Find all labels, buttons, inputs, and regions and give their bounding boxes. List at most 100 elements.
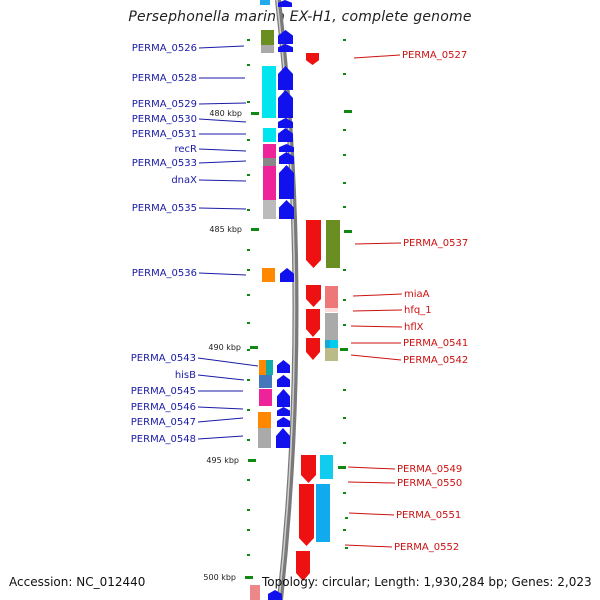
forward-gene-arrow (278, 90, 293, 118)
gene-label-right: miaA (404, 289, 430, 300)
label-leaders (197, 45, 403, 548)
major-tick (344, 230, 352, 233)
label-leader-left (198, 179, 247, 182)
gene-label-left: PERMA_0545 (131, 386, 196, 397)
label-leader-left (197, 406, 244, 410)
label-leader-right (350, 325, 403, 328)
label-leader-left (197, 357, 259, 367)
minor-tick (343, 417, 346, 419)
gene-label-left: PERMA_0543 (131, 353, 196, 364)
product-box (325, 340, 330, 348)
minor-tick (345, 547, 348, 549)
gene-label-left: dnaX (171, 175, 197, 186)
minor-tick (247, 249, 250, 251)
map-title: Persephonella marina EX-H1, complete gen… (128, 9, 472, 25)
product-box (259, 375, 272, 388)
label-leader-right (354, 242, 402, 245)
minor-tick (247, 409, 250, 411)
product-box (262, 66, 276, 126)
tick-label: 500 kbp (203, 573, 236, 582)
forward-gene-arrow (277, 389, 290, 407)
minor-tick (343, 154, 346, 156)
product-box (263, 158, 276, 166)
tick-label: 480 kbp (209, 109, 242, 118)
forward-gene-arrow (277, 375, 290, 387)
forward-gene-arrow (277, 417, 290, 427)
forward-gene-arrow (279, 200, 294, 219)
forward-gene-arrow (278, 66, 293, 90)
gene-label-right: hflX (404, 322, 424, 333)
gene-label-right: PERMA_0542 (403, 355, 468, 366)
label-leader-left (198, 272, 247, 276)
forward-gene-arrow (279, 165, 294, 199)
product-box (258, 412, 271, 428)
minor-tick (247, 139, 250, 141)
forward-gene-arrow (278, 44, 293, 52)
major-tick (245, 576, 253, 579)
product-box (260, 0, 270, 5)
minor-tick (343, 389, 346, 391)
minor-tick (343, 529, 346, 531)
label-leader-left (197, 435, 244, 440)
gene-label-left: hisB (175, 370, 196, 381)
minor-tick (343, 324, 346, 326)
minor-ticks (247, 39, 348, 556)
gene-label-left: PERMA_0536 (132, 268, 197, 279)
gene-label-left: PERMA_0529 (132, 99, 197, 110)
forward-gene-arrow (277, 360, 290, 373)
reverse-gene-arrow (301, 455, 316, 483)
gene-label-left: PERMA_0546 (131, 402, 196, 413)
label-leader-right (352, 293, 403, 297)
minor-tick (345, 517, 348, 519)
forward-gene-arrow (278, 30, 293, 44)
major-tick (251, 112, 259, 115)
major-tick (338, 466, 346, 469)
label-leader-right (347, 481, 396, 484)
minor-tick (247, 39, 250, 41)
label-leader-left (198, 102, 247, 105)
minor-tick (247, 479, 250, 481)
label-leader-right (352, 309, 403, 312)
minor-tick (343, 129, 346, 131)
minor-tick (343, 73, 346, 75)
reverse-gene-arrow (306, 220, 321, 268)
gene-label-right: PERMA_0552 (394, 542, 459, 553)
gene-label-left: PERMA_0528 (132, 73, 197, 84)
forward-gene-arrow (279, 144, 294, 152)
label-leader-right (347, 466, 396, 470)
minor-tick (343, 206, 346, 208)
label-leader-left (198, 118, 247, 123)
major-tick (250, 346, 258, 349)
label-leader-right (350, 354, 402, 361)
product-box (320, 455, 333, 479)
label-leader-right (353, 54, 401, 59)
forward-gene-arrow (268, 590, 282, 600)
product-box (262, 118, 276, 127)
tick-label: 485 kbp (209, 225, 242, 234)
minor-tick (247, 529, 250, 531)
minor-tick (247, 554, 250, 556)
minor-tick (343, 492, 346, 494)
label-leader-left (198, 160, 247, 164)
label-leader-left (197, 417, 244, 423)
reverse-gene-arrow (299, 484, 314, 546)
gene-label-left: PERMA_0548 (131, 434, 196, 445)
gene-label-right: PERMA_0537 (403, 238, 468, 249)
gene-label-right: PERMA_0527 (402, 50, 467, 61)
gene-label-left: PERMA_0531 (132, 129, 197, 140)
minor-tick (343, 269, 346, 271)
label-leader-left (197, 374, 245, 381)
product-box (326, 220, 340, 268)
minor-tick (247, 349, 250, 351)
label-leader-right (348, 512, 395, 516)
product-box (316, 484, 330, 542)
gene-label-left: recR (175, 144, 198, 155)
minor-tick (247, 439, 250, 441)
reverse-gene-arrow (306, 309, 320, 337)
forward-gene-arrow (279, 152, 294, 164)
minor-tick (343, 182, 346, 184)
reverse-gene-arrow (296, 551, 310, 581)
gene-features (250, 0, 340, 600)
product-box (325, 308, 338, 312)
